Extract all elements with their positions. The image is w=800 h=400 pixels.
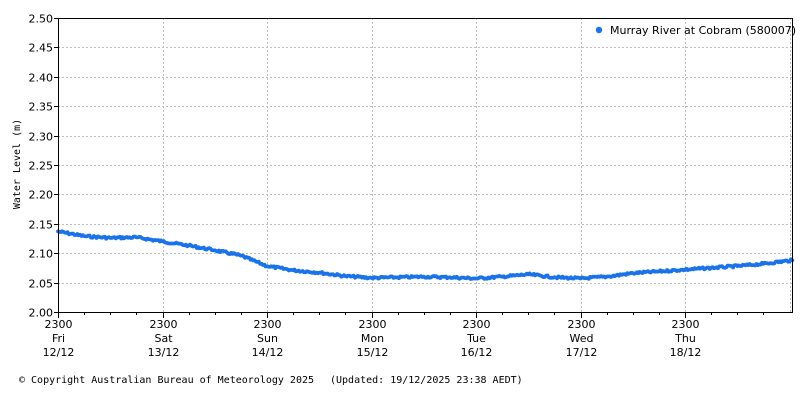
x-tick-day-label: Tue (466, 332, 486, 345)
x-tick-day-label: Mon (361, 332, 384, 345)
x-tick-date-label: 14/12 (252, 346, 284, 359)
data-point-dense (446, 275, 451, 280)
y-tick-label: 2.30 (29, 131, 54, 144)
y-tick-label: 2.45 (29, 42, 54, 55)
x-tick-time-label: 2300 (672, 318, 700, 331)
x-tick-date-label: 12/12 (43, 346, 75, 359)
data-point-dense (342, 273, 346, 278)
y-tick-label: 2.15 (29, 219, 54, 232)
data-point-dense (472, 276, 477, 281)
axis-layer: 2.00 2.05 2.10 2.15 2.20 2.25 2.30 2.35 2.40 2.45… (29, 13, 793, 359)
x-tick-time-label: 2300 (463, 318, 491, 331)
data-point-dense (263, 264, 268, 269)
y-tick-label: 2.00 (29, 307, 54, 320)
x-tick-date-label: 18/12 (670, 346, 702, 359)
x-tick-day-label: Wed (570, 332, 594, 345)
plot-frame (58, 18, 793, 313)
x-tick-time-label: 2300 (45, 318, 73, 331)
x-tick-date-label: 17/12 (566, 346, 598, 359)
legend-marker (595, 26, 603, 34)
x-tick-date-label: 15/12 (357, 346, 389, 359)
copyright-text: © Copyright Australian Bureau of Meteoro… (19, 375, 314, 386)
y-tick-label: 2.40 (29, 72, 54, 85)
x-tick-day-label: Sat (154, 332, 173, 345)
x-tick-time-label: 2300 (254, 318, 282, 331)
data-point-dense (760, 260, 764, 265)
y-tick-label: 2.05 (29, 278, 54, 291)
data-point-dense (707, 267, 712, 271)
data-point-dense (525, 271, 529, 276)
y-tick-label: 2.20 (29, 189, 54, 202)
y-tick-label: 2.25 (29, 160, 54, 173)
series-layer (56, 229, 795, 281)
y-tick-label: 2.10 (29, 248, 54, 261)
y-axis-title: Water Level (m) (12, 119, 23, 209)
legend: Murray River at Cobram (580007) (595, 24, 796, 37)
data-point-dense (551, 275, 555, 280)
data-point-dense (734, 263, 738, 268)
x-tick-day-label: Thu (674, 332, 696, 345)
data-point-dense (789, 257, 793, 262)
x-tick-day-label: Sun (257, 332, 278, 345)
data-point-dense (681, 268, 686, 273)
y-tick-label: 2.50 (29, 13, 54, 26)
legend-label: Murray River at Cobram (580007) (610, 24, 796, 37)
x-tick-time-label: 2300 (359, 318, 387, 331)
x-tick-time-label: 2300 (568, 318, 596, 331)
updated-text: (Updated: 19/12/2025 23:38 AEDT) (330, 375, 523, 386)
x-tick-date-label: 13/12 (148, 346, 180, 359)
y-tick-label: 2.35 (29, 101, 54, 114)
x-tick-day-label: Fri (52, 332, 65, 345)
x-tick-date-label: 16/12 (461, 346, 493, 359)
data-point-dense (237, 253, 242, 257)
data-point-dense (498, 274, 503, 279)
x-tick-time-label: 2300 (150, 318, 178, 331)
